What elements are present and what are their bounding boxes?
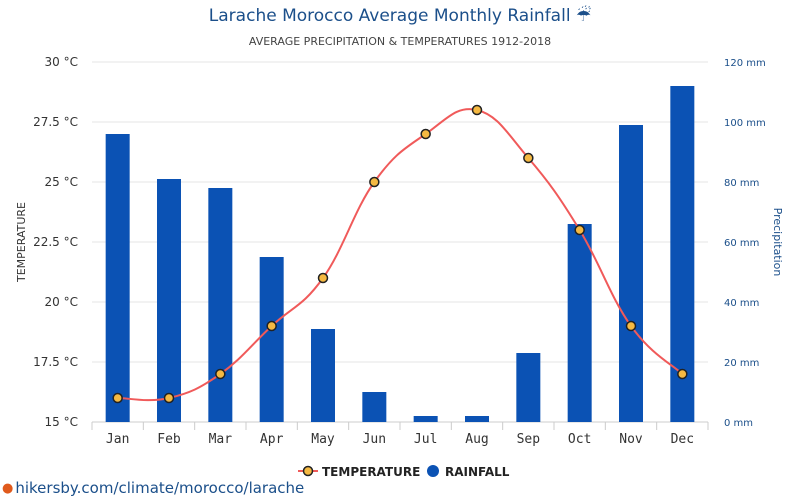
x-tick-label: Feb: [157, 432, 181, 447]
x-tick-label: Nov: [619, 432, 643, 447]
source-link-text: hikersby.com/climate/morocco/larache: [15, 479, 305, 497]
y-right-axis-title: Precipitation: [771, 208, 784, 277]
rainfall-bar: [362, 392, 387, 422]
chart-title-text: Larache Morocco Average Monthly Rainfall: [208, 6, 571, 26]
legend-rainfall-marker: [427, 465, 439, 477]
x-tick-label: Jan: [106, 432, 129, 447]
temperature-point: [574, 224, 585, 236]
temperature-point: [112, 392, 123, 404]
location-pin-icon: ●: [2, 480, 14, 496]
y-left-tick-label: 17.5 °C: [33, 355, 78, 369]
y-right-tick-label: 80 mm: [724, 178, 759, 189]
temperature-point: [369, 176, 380, 188]
x-tick-label: May: [311, 432, 335, 447]
temperature-point: [625, 320, 637, 332]
source-link[interactable]: ● hikersby.com/climate/morocco/larache: [2, 479, 304, 497]
y-left-tick-label: 30 °C: [45, 55, 78, 69]
y-right-tick-label: 20 mm: [724, 358, 759, 369]
rainfall-bar: [670, 86, 695, 422]
x-tick-label: Sep: [517, 432, 541, 447]
x-tick-label: Aug: [465, 432, 488, 447]
rainfall-bar: [619, 125, 643, 422]
y-right-tick-label: 120 mm: [724, 58, 766, 69]
x-tick-label: Dec: [671, 432, 694, 447]
y-right-tick-label: 0 mm: [724, 418, 753, 429]
y-left-tick-label: 20 °C: [45, 295, 78, 309]
chart-subtitle: AVERAGE PRECIPITATION & TEMPERATURES 191…: [248, 35, 552, 48]
x-tick-label: Jul: [414, 432, 437, 447]
temperature-point: [163, 392, 175, 404]
y-left-tick-label: 27.5 °C: [33, 115, 78, 129]
y-right-tick-label: 40 mm: [724, 298, 759, 309]
rainfall-bar: [567, 224, 592, 422]
legend-temperature-label: TEMPERATURE: [322, 465, 420, 479]
temperature-point: [677, 368, 688, 380]
rainfall-bar: [311, 329, 335, 422]
chart-title: Larache Morocco Average Monthly Rainfall…: [0, 6, 800, 26]
y-left-axis-title: TEMPERATURE: [15, 202, 28, 283]
temperature-point: [317, 272, 329, 284]
temperature-point: [266, 320, 277, 332]
rainfall-bar: [157, 179, 181, 422]
y-left-tick-label: 25 °C: [45, 175, 78, 189]
rainfall-bar: [105, 134, 130, 422]
rainfall-bar: [413, 416, 438, 422]
rainfall-bar: [465, 416, 489, 422]
legend-rainfall-label: RAINFALL: [445, 465, 510, 479]
x-tick-label: Apr: [260, 432, 284, 447]
y-right-tick-label: 60 mm: [724, 238, 759, 249]
x-tick-label: Jun: [363, 432, 386, 447]
legend-temperature-marker: [302, 465, 314, 477]
x-tick-label: Oct: [568, 432, 591, 447]
umbrella-rain-icon: ☔: [575, 6, 592, 26]
y-left-tick-label: 15 °C: [45, 415, 78, 429]
temperature-point: [420, 128, 431, 140]
rainfall-bar: [516, 353, 541, 422]
rainfall-bar: [208, 188, 233, 422]
y-right-tick-label: 100 mm: [724, 118, 766, 129]
rainfall-bar: [259, 257, 284, 422]
temperature-point: [523, 152, 534, 164]
temperature-line: [117, 108, 684, 402]
temperature-point: [215, 368, 226, 380]
y-left-tick-label: 22.5 °C: [33, 235, 78, 249]
temperature-point: [471, 104, 483, 116]
x-tick-label: Mar: [209, 432, 233, 447]
